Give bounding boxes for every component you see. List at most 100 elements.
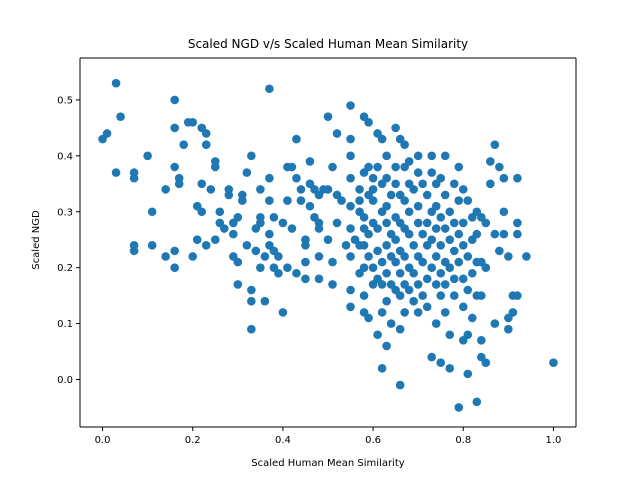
data-point-4 xyxy=(111,168,121,177)
data-point-29 xyxy=(188,252,198,261)
data-point-35 xyxy=(210,162,220,172)
data-point-245 xyxy=(445,207,455,217)
data-point-302 xyxy=(508,308,518,317)
data-point-129 xyxy=(359,213,369,222)
data-point-111 xyxy=(341,241,351,250)
data-point-153 xyxy=(377,134,387,144)
data-point-97 xyxy=(314,224,324,233)
data-point-257 xyxy=(454,229,464,239)
data-point-283 xyxy=(477,336,486,345)
data-point-304 xyxy=(513,218,522,228)
data-point-20 xyxy=(170,246,179,256)
data-point-264 xyxy=(458,302,468,312)
y-axis-label: Scaled NGD xyxy=(31,210,42,270)
data-point-192 xyxy=(400,252,409,261)
data-point-247 xyxy=(445,263,455,272)
data-point-131 xyxy=(359,241,369,250)
data-point-262 xyxy=(458,241,468,250)
data-point-268 xyxy=(463,285,473,295)
data-point-120 xyxy=(346,302,355,312)
data-point-204 xyxy=(409,296,418,306)
x-tick-label-0: 0.0 xyxy=(95,435,111,446)
data-point-158 xyxy=(377,308,387,317)
data-point-244 xyxy=(440,308,450,317)
data-point-148 xyxy=(373,162,382,172)
data-point-229 xyxy=(431,224,441,233)
data-point-232 xyxy=(431,319,441,328)
y-tick-label-5: 0.5 xyxy=(57,95,73,106)
data-point-13 xyxy=(161,252,170,261)
data-point-225 xyxy=(427,263,437,272)
data-point-76 xyxy=(283,196,292,205)
x-tick-label-4: 0.8 xyxy=(455,435,471,446)
data-point-72 xyxy=(274,252,283,261)
data-point-217 xyxy=(422,218,432,228)
data-point-238 xyxy=(436,358,446,368)
data-point-74 xyxy=(278,308,288,317)
data-point-16 xyxy=(170,162,179,172)
data-point-1 xyxy=(102,129,112,138)
data-point-207 xyxy=(413,201,423,211)
data-point-164 xyxy=(382,241,391,250)
data-point-254 xyxy=(449,291,459,300)
axes-layer: 0.0 0.2 0.4 0.6 0.8 1.0 0.0 0.1 0.2 0.3 0.4 0.5 xyxy=(57,57,577,446)
data-point-8 xyxy=(129,246,139,256)
data-point-58 xyxy=(256,185,265,194)
data-point-145 xyxy=(368,263,378,272)
data-point-54 xyxy=(247,296,256,306)
data-point-81 xyxy=(292,134,301,144)
data-point-52 xyxy=(247,151,256,161)
data-point-163 xyxy=(382,218,391,228)
data-point-167 xyxy=(382,341,391,351)
data-point-260 xyxy=(458,185,468,194)
data-point-243 xyxy=(440,280,450,289)
data-point-248 xyxy=(445,330,455,340)
data-point-27 xyxy=(197,179,207,189)
data-point-90 xyxy=(305,157,315,166)
data-point-185 xyxy=(395,291,405,300)
data-point-50 xyxy=(242,168,252,177)
data-point-112 xyxy=(346,101,355,110)
data-point-174 xyxy=(391,162,400,172)
data-point-237 xyxy=(436,291,446,300)
data-point-228 xyxy=(431,201,441,211)
data-point-224 xyxy=(427,235,437,244)
data-point-47 xyxy=(233,280,243,289)
data-point-216 xyxy=(422,190,432,200)
data-point-78 xyxy=(283,263,292,272)
data-point-85 xyxy=(296,196,306,205)
data-point-220 xyxy=(422,302,432,312)
data-point-267 xyxy=(463,252,473,261)
data-point-198 xyxy=(404,229,414,239)
data-point-36 xyxy=(210,235,220,244)
data-point-186 xyxy=(395,324,405,334)
data-point-263 xyxy=(458,274,468,284)
data-point-269 xyxy=(463,330,473,340)
data-point-84 xyxy=(296,185,306,194)
data-point-133 xyxy=(359,291,369,300)
data-point-26 xyxy=(201,129,211,138)
data-point-293 xyxy=(495,162,504,172)
data-point-270 xyxy=(463,369,473,379)
data-point-202 xyxy=(409,241,418,250)
data-point-250 xyxy=(449,179,459,189)
data-point-135 xyxy=(364,118,373,127)
data-point-178 xyxy=(391,257,400,267)
data-point-235 xyxy=(436,241,446,250)
data-point-157 xyxy=(377,280,387,289)
data-point-188 xyxy=(400,140,409,149)
data-point-19 xyxy=(179,140,189,149)
data-point-114 xyxy=(346,151,355,161)
data-point-294 xyxy=(495,246,504,256)
data-point-143 xyxy=(368,196,378,205)
y-tick-label-1: 0.1 xyxy=(57,319,73,330)
data-point-282 xyxy=(477,291,486,300)
data-point-136 xyxy=(364,162,373,172)
data-point-292 xyxy=(490,319,500,328)
data-point-190 xyxy=(400,196,409,205)
y-tick-label-4: 0.4 xyxy=(57,151,73,162)
data-point-172 xyxy=(386,319,396,328)
data-point-104 xyxy=(328,162,337,172)
data-point-82 xyxy=(292,268,301,278)
x-tick-label-2: 0.4 xyxy=(275,435,291,446)
